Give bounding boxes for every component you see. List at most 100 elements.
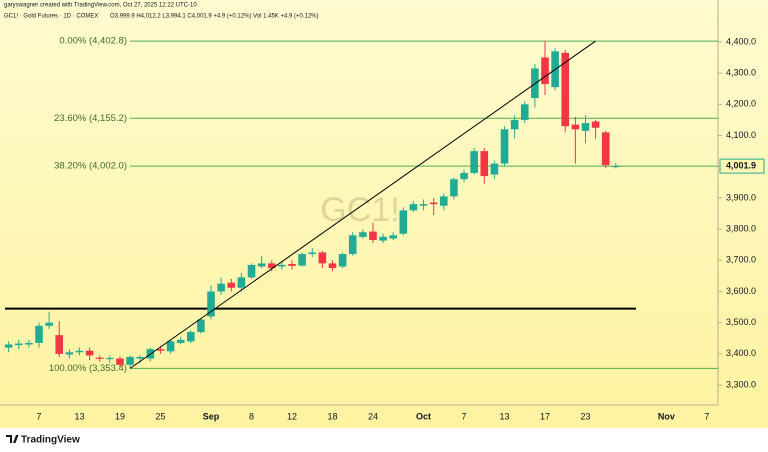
candle-body [25,342,33,345]
candle-body [328,263,337,269]
y-tick-label: 4,100.0 [726,130,756,140]
candle-body [156,349,165,351]
fib-label: 23.60% (4,155.2) [54,113,127,124]
candle-body [267,263,276,269]
y-tick-label: 3,900.0 [726,192,756,202]
y-tick-label: 4,200.0 [726,99,756,109]
candle-body [419,204,428,206]
candle-body [359,232,367,237]
y-tick-label: 3,300.0 [726,379,756,389]
candle-body [166,341,175,352]
candle-body [510,119,519,130]
candle-body [75,350,84,353]
candle-body [318,252,327,264]
x-tick-label: 17 [540,411,550,421]
x-tick-label: 8 [249,411,254,421]
candle-body [55,335,64,354]
y-tick-label: 4,300.0 [726,68,756,78]
fib-label: 100.00% (3,353.4) [49,363,127,374]
fib-label: 0.00% (4,402.8) [59,36,127,47]
x-tick-label: Oct [416,411,431,421]
candle-body [369,231,377,241]
candle-body [35,325,43,343]
candle-body [217,283,225,292]
y-tick-label: 4,400.0 [726,36,756,46]
credit: garyswagner created with TradingView.com… [4,3,197,9]
trend-line [129,40,596,369]
fib-label: 38.20% (4,002.0) [54,161,127,172]
candle-body [450,179,458,197]
y-tick-label: 3,400.0 [726,348,756,358]
candle-body [126,356,134,365]
candle-body [45,322,53,326]
candle-body [541,57,549,85]
x-tick-label: 13 [74,411,84,421]
candle-body [460,172,468,180]
candle-body [379,236,387,241]
candle-body [106,357,114,360]
background [0,0,768,428]
candle-body [308,252,317,255]
candle-body [389,235,397,239]
candle-body [288,264,296,266]
footer-bg [0,428,768,452]
candle-body [601,132,610,166]
candle-body [197,319,205,333]
x-tick-label: 18 [327,411,337,421]
candle-body [4,344,13,348]
candle-body [409,204,418,211]
candle-body [14,343,23,346]
y-tick-label: 3,700.0 [726,255,756,265]
x-tick-label: 19 [115,411,125,421]
candle-body [581,123,590,131]
candle-body [571,124,580,130]
y-tick-label: 3,500.0 [726,317,756,327]
candle-body [348,235,357,255]
candle-body [116,358,124,365]
x-tick-label: 7 [704,411,709,421]
candle-body [257,263,266,267]
y-tick-label: 3,600.0 [726,286,756,296]
x-tick-label: 7 [36,411,41,421]
candle-body [591,121,600,128]
candle-body [95,357,104,359]
logo-icon [6,435,19,443]
x-tick-label: 23 [580,411,590,421]
candle-body [207,291,215,317]
last-price-label: 4,001.9 [726,160,756,170]
candle-body [176,339,185,343]
candle-body [227,282,236,288]
candle-body [338,254,347,267]
candle-body [520,104,529,120]
x-tick-label: Nov [658,411,675,421]
candle-body [480,151,489,177]
candle-body [85,350,94,356]
candle-body [247,264,256,278]
candle-body [237,277,246,288]
x-tick-label: Sep [203,411,220,421]
logo: TradingView [6,435,80,446]
candle-body [65,352,74,355]
watermark: GC1! [320,191,399,229]
candle-body [500,129,509,164]
symbol: GC1! · Gold Futures · 1D · COMEX [4,14,98,20]
candle-body [440,196,448,206]
candle-body [490,163,499,175]
candle-body [136,356,144,359]
x-tick-label: 7 [462,411,467,421]
logo-text: TradingView [21,435,80,446]
y-tick-label: 3,800.0 [726,223,756,233]
candle-body [399,210,408,234]
candle-body [561,52,570,127]
candle-body [612,166,620,168]
last-price-tag [719,158,765,174]
x-tick-label: 13 [500,411,510,421]
candle-body [187,332,195,342]
candle-body [278,264,286,267]
x-tick-label: 12 [287,411,297,421]
x-tick-label: 24 [368,411,378,421]
candle-body [470,151,478,173]
candle-body [429,202,438,205]
candle-body [298,254,306,266]
